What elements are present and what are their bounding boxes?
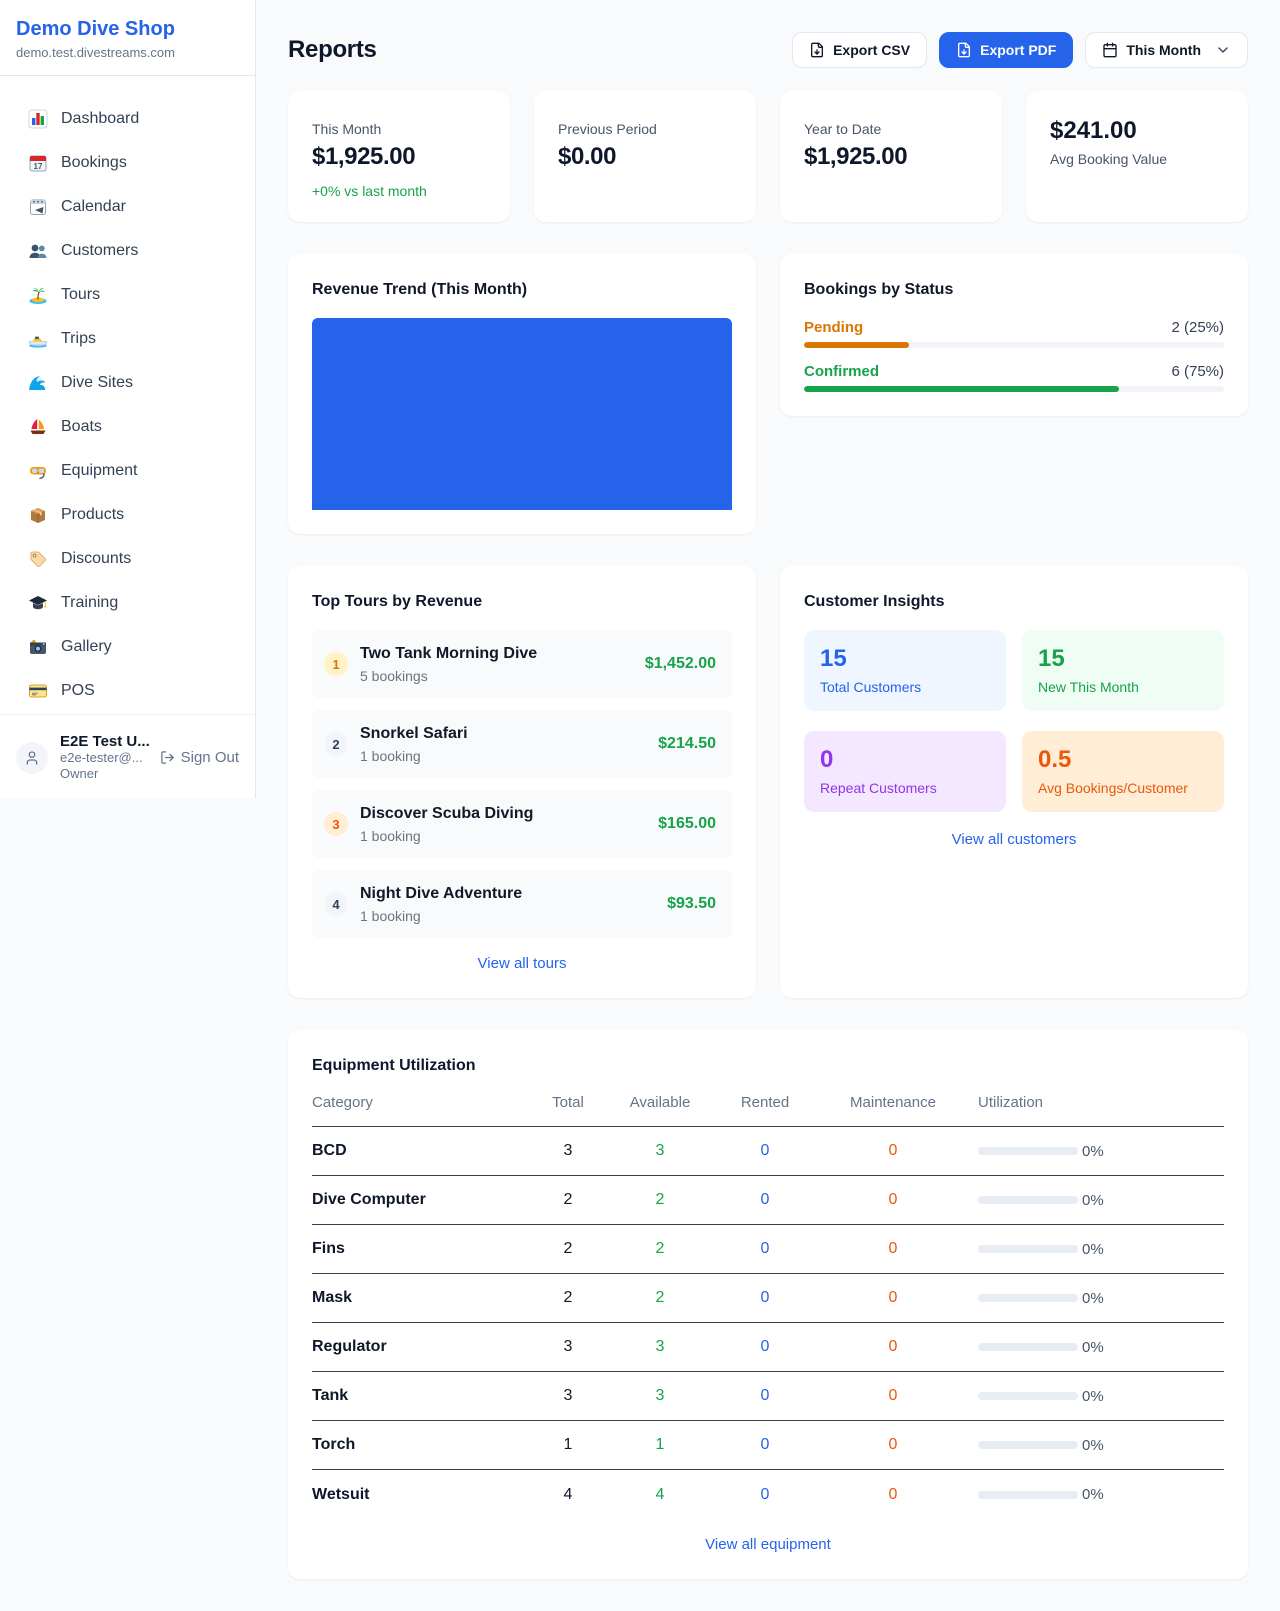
svg-text:17: 17 <box>34 162 43 171</box>
